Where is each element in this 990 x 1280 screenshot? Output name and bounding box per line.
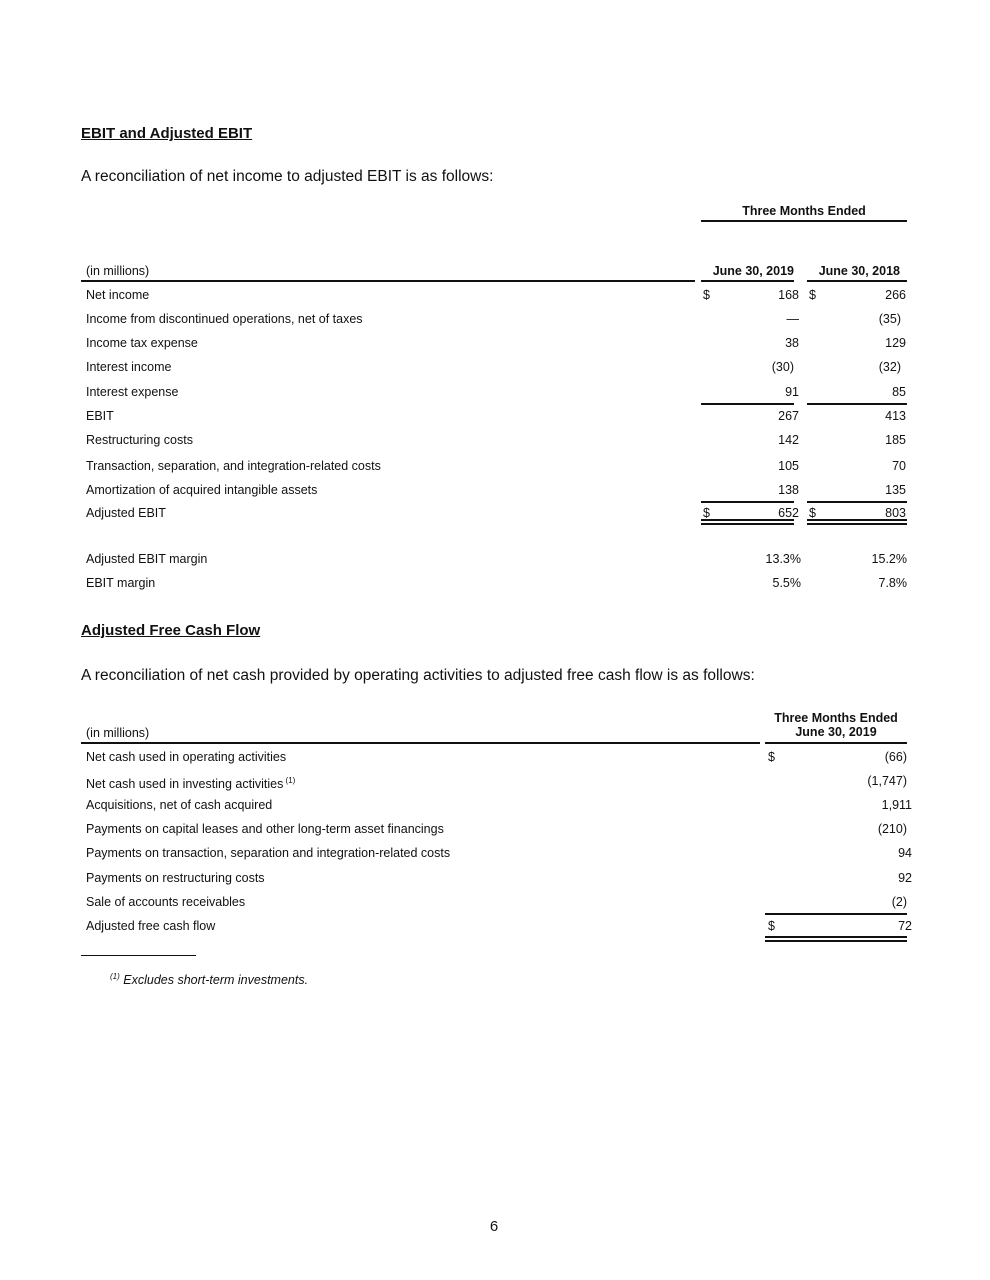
- fcf-intro: A reconciliation of net cash provided by…: [81, 667, 755, 684]
- fcf-row-label: Acquisitions, net of cash acquired: [86, 798, 273, 812]
- value-2019: 168: [778, 288, 799, 302]
- dollar-sign: $: [768, 750, 775, 764]
- row-label: EBIT: [86, 409, 114, 423]
- value-2019: 105: [778, 459, 799, 473]
- value-2018: 413: [885, 409, 906, 423]
- value-2019: 652: [778, 506, 799, 520]
- fcf-value: 92: [898, 871, 912, 885]
- row-label: Transaction, separation, and integration…: [86, 459, 381, 473]
- column-header-2018: June 30, 2018: [818, 264, 900, 278]
- value-2019: 38: [785, 336, 799, 350]
- dollar-sign: $: [809, 288, 816, 302]
- value-2019: 91: [785, 385, 799, 399]
- row-label: Adjusted EBIT: [86, 506, 166, 520]
- column-header-2019: June 30, 2019: [712, 264, 794, 278]
- page-number: 6: [489, 1218, 499, 1235]
- value-2018: (35): [878, 312, 901, 326]
- row-label: Restructuring costs: [86, 433, 193, 447]
- fcf-row-label: Payments on capital leases and other lon…: [86, 822, 444, 836]
- fcf-units-label: (in millions): [86, 726, 150, 740]
- margin-2018: 7.8%: [878, 576, 908, 590]
- fcf-value: (66): [884, 750, 907, 764]
- value-2018: 803: [885, 506, 906, 520]
- row-label: Income from discontinued operations, net…: [86, 312, 363, 326]
- dollar-sign: $: [809, 506, 816, 520]
- value-2018: 85: [892, 385, 906, 399]
- value-2018: 135: [885, 483, 906, 497]
- fcf-row-label: Net cash used in investing activities (1…: [86, 776, 296, 792]
- row-label: Interest expense: [86, 385, 179, 399]
- fcf-row-label: Payments on transaction, separation and …: [86, 846, 451, 860]
- margin-2018: 15.2%: [871, 552, 907, 566]
- margin-2019: 5.5%: [772, 576, 802, 590]
- fcf-row-label: Net cash used in operating activities: [86, 750, 287, 764]
- value-2018: 266: [885, 288, 906, 302]
- dollar-sign: $: [703, 506, 710, 520]
- fcf-column-header-line2: June 30, 2019: [795, 725, 877, 739]
- period-header: Three Months Ended: [742, 204, 866, 218]
- row-label: Net income: [86, 288, 150, 302]
- dollar-sign: $: [768, 919, 775, 933]
- value-2019: 138: [778, 483, 799, 497]
- fcf-row-label: Sale of accounts receivables: [86, 895, 246, 909]
- fcf-value: (1,747): [867, 774, 907, 788]
- footnote-ref: (1): [283, 776, 296, 785]
- fcf-value: 1,911: [881, 798, 912, 812]
- units-label: (in millions): [86, 264, 150, 278]
- fcf-row-label: Adjusted free cash flow: [86, 919, 216, 933]
- fcf-column-header-line1: Three Months Ended: [774, 711, 898, 725]
- value-2018: (32): [878, 360, 901, 374]
- footnote-marker: (1): [110, 972, 120, 981]
- fcf-value: (2): [891, 895, 907, 909]
- footnote: (1) Excludes short-term investments.: [110, 970, 308, 987]
- value-2019: 142: [778, 433, 799, 447]
- fcf-value: (210): [877, 822, 907, 836]
- fcf-heading: Adjusted Free Cash Flow: [81, 622, 261, 639]
- ebit-heading: EBIT and Adjusted EBIT: [81, 125, 253, 142]
- margin-label: EBIT margin: [86, 576, 156, 590]
- value-2018: 70: [892, 459, 906, 473]
- row-label: Income tax expense: [86, 336, 198, 350]
- value-2019: 267: [778, 409, 799, 423]
- footnote-text: Excludes short-term investments.: [123, 973, 309, 988]
- value-2019: (30): [771, 360, 794, 374]
- value-2019: —: [786, 312, 800, 326]
- row-label: Amortization of acquired intangible asse…: [86, 483, 318, 497]
- fcf-value: 72: [898, 919, 912, 933]
- dollar-sign: $: [703, 288, 710, 302]
- row-label: Interest income: [86, 360, 172, 374]
- ebit-intro: A reconciliation of net income to adjust…: [81, 168, 494, 185]
- fcf-value: 94: [898, 846, 912, 860]
- margin-label: Adjusted EBIT margin: [86, 552, 208, 566]
- value-2018: 185: [885, 433, 906, 447]
- fcf-row-label: Payments on restructuring costs: [86, 871, 265, 885]
- value-2018: 129: [885, 336, 906, 350]
- margin-2019: 13.3%: [765, 552, 801, 566]
